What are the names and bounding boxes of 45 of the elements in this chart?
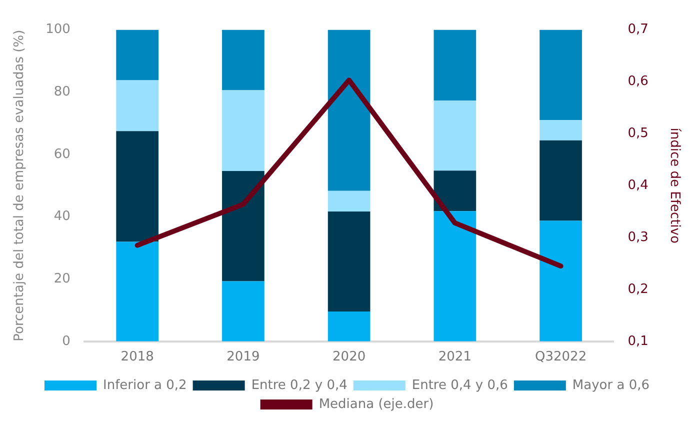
bar — [434, 211, 476, 342]
bar — [434, 30, 476, 101]
y2-tick-label: 0,4 — [628, 178, 648, 193]
x-tick-label: Q32022 — [535, 350, 587, 365]
y-tick-label: 0 — [62, 334, 70, 349]
x-tick-label: 2021 — [438, 350, 472, 365]
y-tick-label: 40 — [54, 209, 70, 224]
legend-label: Mediana (eje.der) — [318, 396, 434, 412]
bar — [328, 211, 370, 312]
bar — [328, 311, 370, 342]
bar — [222, 170, 264, 282]
bar — [116, 30, 159, 80]
bar — [540, 220, 582, 342]
y2-tick-label: 0,7 — [628, 22, 648, 38]
bar — [222, 30, 264, 90]
bar — [328, 30, 370, 191]
y-axis-title: Porcentaje del total de empresas evaluadas (%) — [12, 30, 28, 342]
x-tick-label: 2019 — [226, 350, 260, 365]
bar — [116, 80, 159, 132]
legend-label: Entre 0,4 y 0,6 — [412, 378, 508, 393]
x-tick-label: 2018 — [120, 350, 154, 365]
bar — [434, 100, 476, 171]
legend-label: Mayor a 0,6 — [572, 378, 650, 393]
y-tick-label: 60 — [54, 146, 70, 162]
x-tick-label: 2020 — [332, 350, 366, 365]
bar — [540, 30, 582, 120]
legend-label: Entre 0,2 y 0,4 — [251, 378, 348, 393]
bar — [116, 242, 159, 342]
y2-tick-label: 0,1 — [628, 334, 648, 349]
bar — [328, 190, 370, 212]
y2-tick-label: 0,6 — [628, 74, 648, 90]
y-tick-label: 80 — [54, 84, 70, 100]
y2-tick-label: 0,5 — [628, 126, 648, 142]
bar — [434, 170, 476, 212]
y-tick-label: 20 — [54, 271, 70, 286]
y-tick-label: 100 — [46, 22, 70, 38]
legend-label: Inferior a 0,2 — [103, 378, 187, 393]
bar — [116, 131, 159, 242]
bar — [222, 281, 264, 342]
y2-axis-title: índice de Efectivo — [666, 128, 682, 244]
bar — [540, 120, 582, 140]
bar — [222, 90, 264, 171]
bar — [540, 140, 582, 221]
y2-tick-label: 0,3 — [628, 230, 648, 245]
y2-tick-label: 0,2 — [628, 282, 648, 297]
